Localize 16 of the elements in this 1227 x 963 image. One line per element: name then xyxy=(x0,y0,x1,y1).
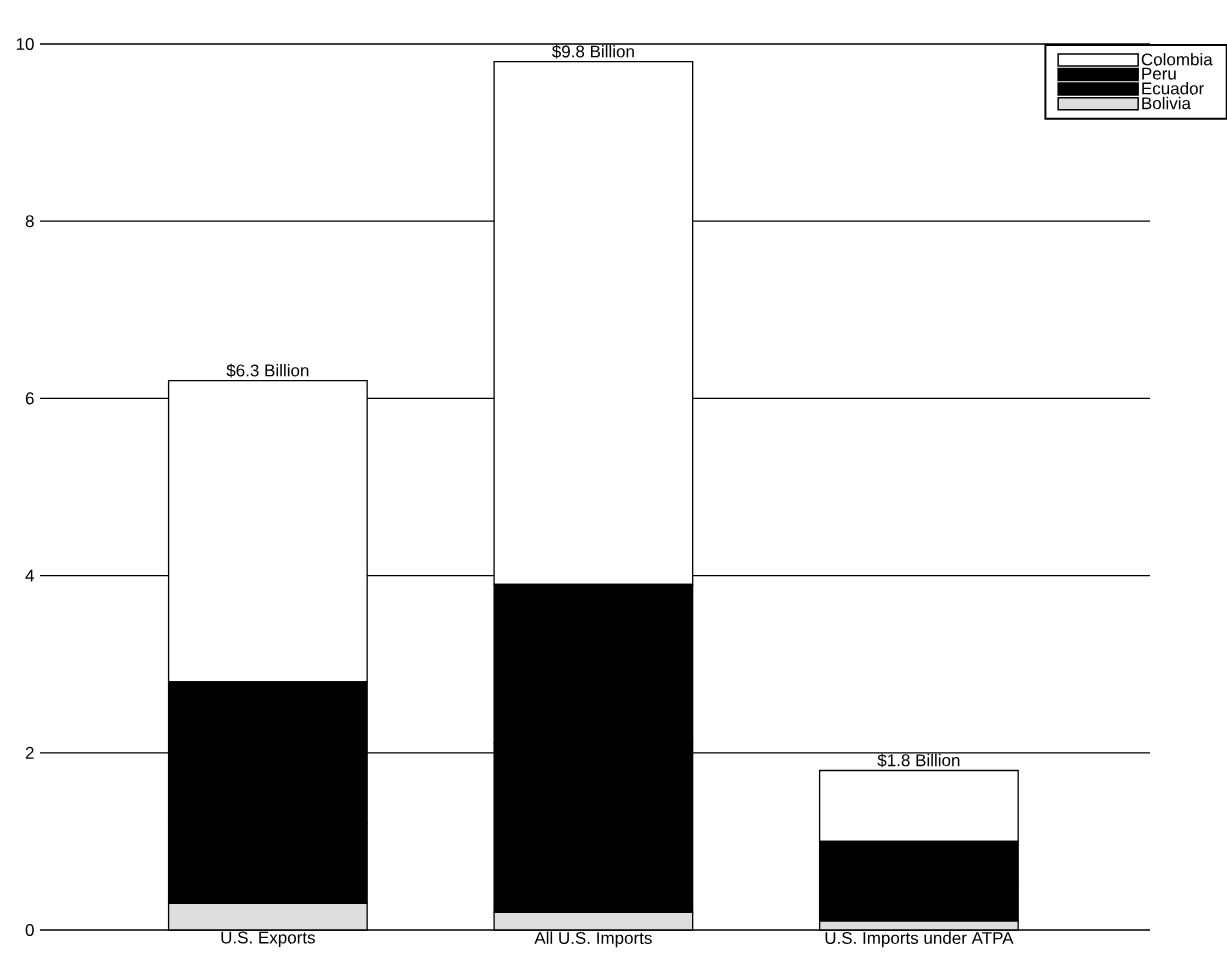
legend-label: Colombia xyxy=(1141,52,1213,66)
y-tick-label: 8 xyxy=(25,215,34,228)
y-tick-label: 0 xyxy=(25,923,34,937)
x-tick-label: U.S. Imports under ATPA xyxy=(825,931,1014,948)
y-tick-label: 10 xyxy=(16,37,34,51)
total-label: $6.3 Billion xyxy=(226,363,309,378)
x-tick-label: All U.S. Imports xyxy=(534,931,652,948)
x-tick-label: U.S. Exports xyxy=(221,931,315,947)
y-tick-label: 4 xyxy=(25,569,34,582)
legend-label: Peru xyxy=(1142,67,1176,80)
y-tick-label: 6 xyxy=(25,392,34,405)
total-label: $1.8 Billion xyxy=(877,753,960,768)
y-tick-label: 2 xyxy=(25,746,34,759)
legend-label: Bolivia xyxy=(1142,96,1191,110)
legend-label: Ecuador xyxy=(1142,82,1204,95)
total-label: $9.8 Billion xyxy=(551,44,634,59)
